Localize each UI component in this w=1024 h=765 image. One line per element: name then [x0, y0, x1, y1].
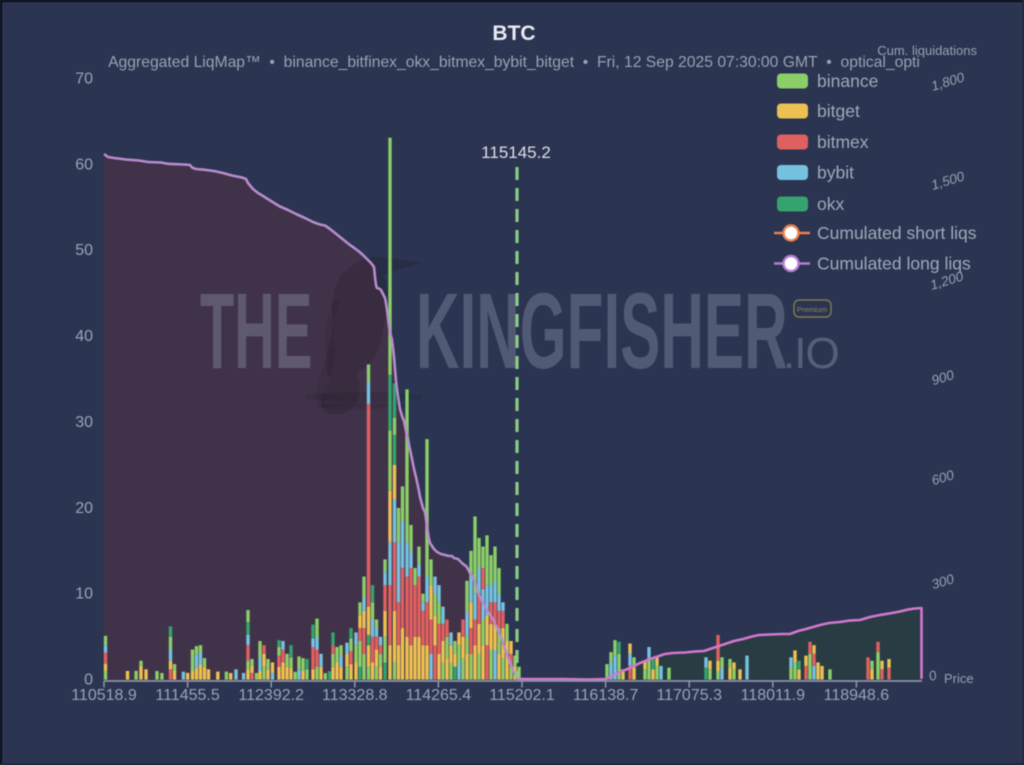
svg-text:Cumulated long liqs: Cumulated long liqs — [817, 254, 971, 274]
svg-text:300: 300 — [930, 571, 956, 592]
svg-text:okx: okx — [817, 194, 844, 214]
svg-text:KINGFISHER: KINGFISHER — [416, 270, 788, 391]
svg-text:10: 10 — [75, 586, 93, 603]
svg-text:bitget: bitget — [817, 101, 860, 121]
svg-text:30: 30 — [75, 414, 93, 431]
svg-text:Price: Price — [944, 671, 974, 686]
svg-text:117075.3: 117075.3 — [656, 687, 722, 704]
svg-text:60: 60 — [75, 156, 93, 173]
svg-text:.IO: .IO — [783, 329, 839, 378]
svg-text:900: 900 — [930, 367, 956, 388]
svg-text:113328.8: 113328.8 — [322, 687, 388, 704]
svg-text:Cumulated short liqs: Cumulated short liqs — [817, 223, 977, 243]
svg-text:600: 600 — [930, 467, 956, 488]
svg-text:binance: binance — [817, 71, 878, 91]
svg-text:115145.2: 115145.2 — [481, 143, 551, 162]
svg-text:bitmex: bitmex — [817, 132, 869, 152]
svg-text:110518.9: 110518.9 — [71, 687, 137, 704]
svg-text:BTC: BTC — [492, 22, 535, 45]
svg-text:118948.6: 118948.6 — [824, 687, 890, 704]
svg-text:70: 70 — [75, 71, 93, 88]
svg-text:40: 40 — [75, 328, 93, 345]
svg-text:bybit: bybit — [817, 163, 854, 183]
svg-text:111455.5: 111455.5 — [155, 687, 219, 704]
svg-text:0: 0 — [84, 672, 93, 689]
svg-text:114265.4: 114265.4 — [406, 687, 472, 704]
svg-text:Premium: Premium — [797, 305, 827, 314]
svg-text:112392.2: 112392.2 — [238, 687, 304, 704]
svg-text:20: 20 — [75, 500, 93, 517]
svg-text:50: 50 — [75, 242, 93, 259]
svg-text:115202.1: 115202.1 — [489, 687, 555, 704]
svg-text:Cum. liquidations: Cum. liquidations — [877, 43, 977, 58]
svg-text:THE: THE — [200, 271, 312, 391]
svg-text:116138.7: 116138.7 — [573, 687, 639, 704]
svg-text:Aggregated LiqMap™ • binance: Aggregated LiqMap™ • binance_bitfinex_ok… — [108, 54, 920, 71]
svg-text:118011.9: 118011.9 — [741, 687, 805, 704]
